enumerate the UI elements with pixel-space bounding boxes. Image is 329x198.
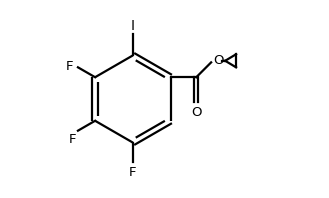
Text: F: F — [129, 166, 137, 179]
Text: O: O — [191, 106, 202, 119]
Text: F: F — [69, 133, 77, 146]
Text: I: I — [131, 19, 135, 33]
Text: O: O — [214, 54, 224, 67]
Text: F: F — [66, 60, 74, 73]
